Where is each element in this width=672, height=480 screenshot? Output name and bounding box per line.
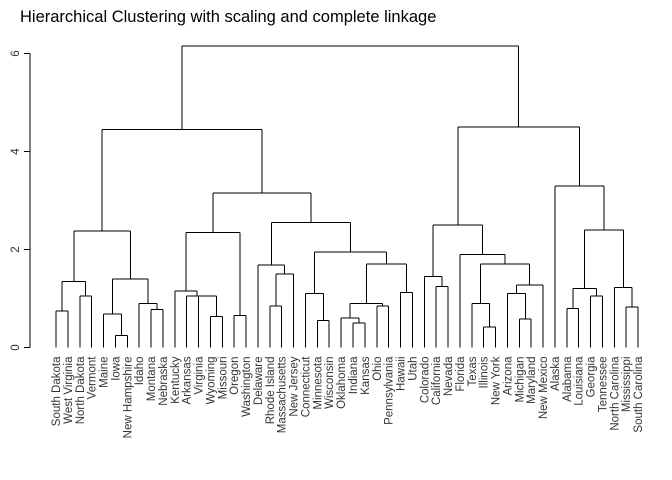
leaf-label: New York [491, 356, 503, 405]
chart-title: Hierarchical Clustering with scaling and… [20, 8, 436, 26]
leaf-label: Colorado [419, 357, 431, 404]
leaf-label: Hawaii [396, 357, 408, 392]
leaf-label: Minnesota [312, 356, 324, 410]
leaf-label: Mississippi [621, 357, 633, 413]
leaf-label: North Carolina [609, 356, 621, 431]
y-tick-label: 4 [10, 148, 22, 155]
y-tick-label: 2 [10, 246, 22, 252]
leaf-label: Connecticut [300, 356, 312, 418]
leaf-label: Iowa [110, 356, 122, 381]
leaf-label: Illinois [479, 356, 491, 388]
leaf-label: Rhode Island [265, 357, 277, 425]
leaf-label: Indiana [348, 356, 360, 394]
leaf-label: Louisiana [574, 356, 586, 406]
leaf-label: Wisconsin [324, 357, 336, 409]
leaf-label: Nevada [443, 356, 455, 396]
leaf-label: Oregon [229, 357, 241, 395]
leaf-label: Wyoming [205, 357, 217, 405]
leaf-label: Massachusetts [277, 356, 289, 433]
leaf-label: Delaware [253, 357, 265, 406]
leaf-label: Kansas [360, 356, 372, 395]
leaf-label: Montana [146, 356, 158, 401]
leaf-label: Maryland [526, 357, 538, 404]
leaf-label: North Dakota [75, 356, 87, 424]
leaf-label: Florida [455, 356, 467, 392]
leaf-label: South Dakota [51, 356, 63, 426]
leaf-labels: South Dakota West Virginia North Dakota Ver… [51, 356, 645, 439]
leaf-label: Tennessee [597, 357, 609, 413]
y-axis: 0 2 4 6 [10, 50, 31, 351]
leaf-label: Utah [407, 357, 419, 381]
leaf-label: West Virginia [63, 356, 75, 424]
leaf-label: New Hampshire [122, 357, 134, 439]
leaf-label: Idaho [134, 357, 146, 386]
leaf-label: Arizona [502, 356, 514, 396]
dendrogram-branches [55, 45, 639, 348]
leaf-label: Maine [99, 357, 111, 388]
leaf-label: New Mexico [538, 357, 550, 420]
leaf-label: South Carolina [633, 356, 645, 433]
leaf-label: Washington [241, 357, 253, 417]
leaf-label: Arkansas [182, 356, 194, 404]
leaf-label: Alabama [562, 356, 574, 402]
leaf-label: Oklahoma [336, 356, 348, 409]
leaf-label: New Jersey [289, 356, 301, 416]
leaf-label: Ohio [372, 357, 384, 381]
leaf-label: Georgia [586, 356, 598, 398]
y-tick-label: 0 [10, 344, 22, 350]
leaf-label: California [431, 356, 443, 405]
y-tick-label: 6 [10, 50, 22, 56]
leaf-label: Michigan [514, 357, 526, 403]
leaf-label: Nebraska [158, 356, 170, 406]
leaf-label: Pennsylvania [384, 356, 396, 425]
leaf-label: Virginia [194, 356, 206, 395]
leaf-label: Missouri [217, 357, 229, 400]
leaf-label: Kentucky [170, 356, 182, 404]
leaf-label: Texas [467, 356, 479, 386]
leaf-label: Vermont [87, 356, 99, 400]
leaf-label: Alaska [550, 356, 562, 391]
